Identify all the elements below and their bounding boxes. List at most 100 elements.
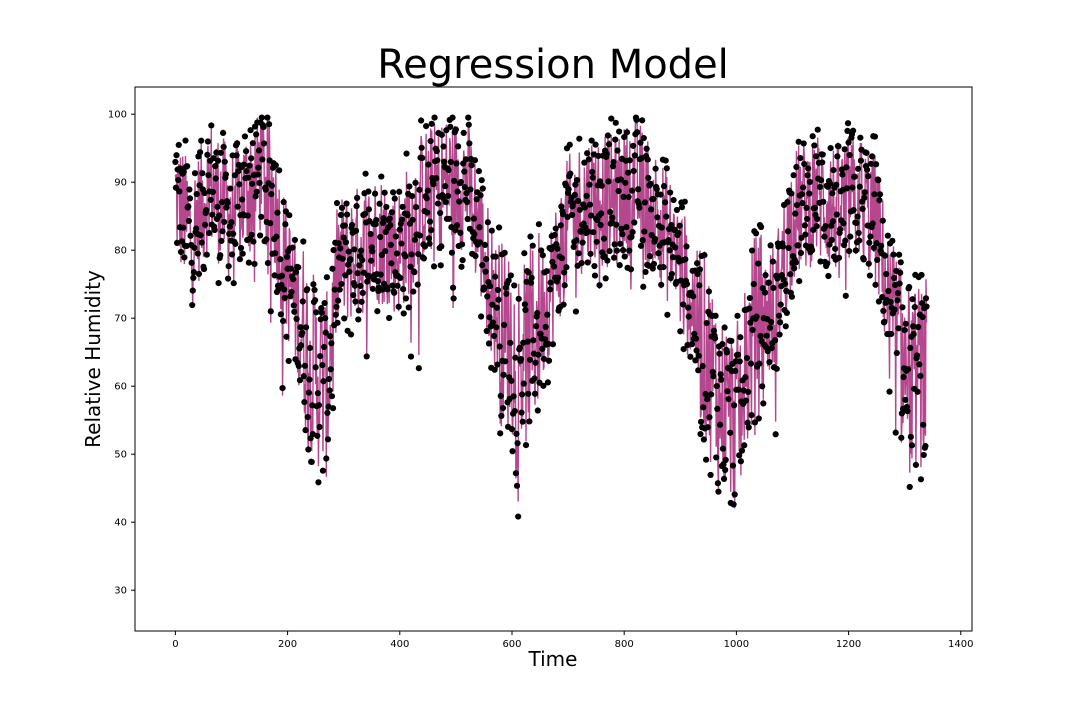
data-point	[865, 173, 872, 180]
data-point	[756, 360, 763, 367]
data-point	[782, 280, 789, 287]
data-point	[734, 312, 741, 319]
data-point	[524, 338, 531, 345]
data-point	[317, 353, 324, 360]
data-point	[613, 221, 620, 228]
data-point	[866, 272, 874, 279]
data-point	[866, 239, 873, 246]
data-point	[590, 229, 597, 236]
data-point	[748, 247, 756, 254]
data-point	[412, 204, 420, 211]
data-point	[735, 386, 742, 393]
data-point	[184, 163, 191, 170]
data-point	[323, 455, 330, 462]
data-point	[297, 324, 304, 331]
data-point	[447, 158, 454, 166]
data-point	[482, 268, 489, 275]
data-point	[817, 177, 825, 184]
data-point	[249, 140, 256, 147]
data-point	[794, 242, 802, 249]
data-point	[694, 270, 701, 278]
data-point	[365, 206, 373, 213]
data-point	[738, 447, 746, 454]
data-point	[708, 391, 715, 398]
data-point	[792, 259, 799, 266]
data-point	[531, 375, 538, 382]
data-point	[273, 233, 280, 240]
data-point	[662, 157, 669, 164]
data-point	[287, 265, 295, 272]
data-point	[222, 171, 229, 178]
data-point	[190, 269, 197, 276]
data-point	[395, 303, 402, 310]
data-point	[208, 122, 215, 129]
data-point	[418, 144, 425, 151]
data-point	[800, 184, 807, 191]
data-point	[913, 352, 921, 359]
data-point	[403, 150, 410, 157]
data-point	[650, 195, 657, 203]
data-point	[305, 389, 313, 396]
data-point	[814, 215, 821, 223]
data-point	[302, 427, 309, 434]
data-point	[723, 349, 730, 356]
data-point	[771, 337, 779, 344]
data-point	[609, 214, 616, 221]
data-point	[290, 276, 297, 283]
data-point	[722, 456, 729, 463]
data-point	[834, 153, 841, 160]
data-point	[605, 178, 612, 185]
data-point	[663, 165, 670, 172]
data-point	[280, 198, 287, 206]
data-point	[900, 373, 907, 381]
data-point	[481, 241, 489, 249]
data-point	[683, 243, 690, 250]
data-point	[214, 157, 222, 164]
data-point	[635, 186, 642, 193]
data-point	[205, 172, 212, 179]
data-point	[186, 186, 193, 193]
data-point	[776, 331, 783, 338]
data-point	[411, 269, 418, 276]
data-point	[355, 316, 362, 323]
data-point	[522, 306, 529, 314]
data-point	[331, 286, 338, 293]
data-point	[627, 266, 635, 273]
data-point	[801, 160, 808, 168]
data-point	[750, 281, 757, 288]
data-point	[615, 187, 622, 195]
data-point	[598, 182, 605, 189]
data-point	[910, 323, 917, 330]
data-point	[844, 120, 852, 127]
data-point	[681, 198, 688, 205]
data-point	[665, 237, 672, 244]
data-point	[643, 145, 650, 152]
x-tick-label: 1000	[724, 639, 749, 650]
data-point	[591, 272, 599, 279]
data-point	[702, 456, 710, 463]
data-point	[461, 168, 468, 175]
data-point	[300, 238, 307, 245]
data-point	[464, 198, 471, 206]
data-point	[277, 311, 284, 318]
data-point	[902, 396, 909, 403]
data-point	[795, 138, 802, 145]
data-point	[811, 204, 819, 211]
data-point	[619, 231, 626, 238]
data-point	[263, 236, 270, 243]
data-point	[573, 176, 581, 184]
data-point	[732, 367, 739, 374]
data-point	[394, 282, 401, 289]
data-point	[570, 243, 577, 251]
data-point	[784, 199, 791, 206]
data-point	[445, 166, 452, 174]
data-point	[576, 135, 583, 142]
data-point	[533, 323, 540, 330]
data-point	[312, 364, 319, 371]
data-point	[230, 280, 237, 287]
data-point	[753, 313, 760, 320]
data-point	[442, 198, 449, 206]
data-point	[910, 330, 917, 338]
data-point	[804, 172, 811, 179]
